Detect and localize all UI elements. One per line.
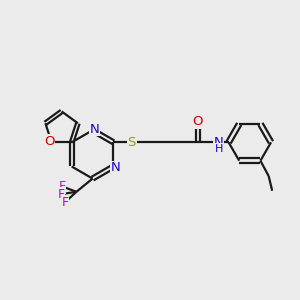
Text: N: N: [111, 161, 121, 174]
Text: F: F: [58, 188, 64, 201]
Text: S: S: [128, 136, 136, 149]
Text: N: N: [90, 123, 100, 136]
Text: O: O: [44, 135, 55, 148]
Text: F: F: [61, 196, 69, 208]
Text: N: N: [214, 136, 224, 149]
Text: F: F: [59, 180, 66, 193]
Text: O: O: [193, 115, 203, 128]
Text: H: H: [215, 144, 224, 154]
